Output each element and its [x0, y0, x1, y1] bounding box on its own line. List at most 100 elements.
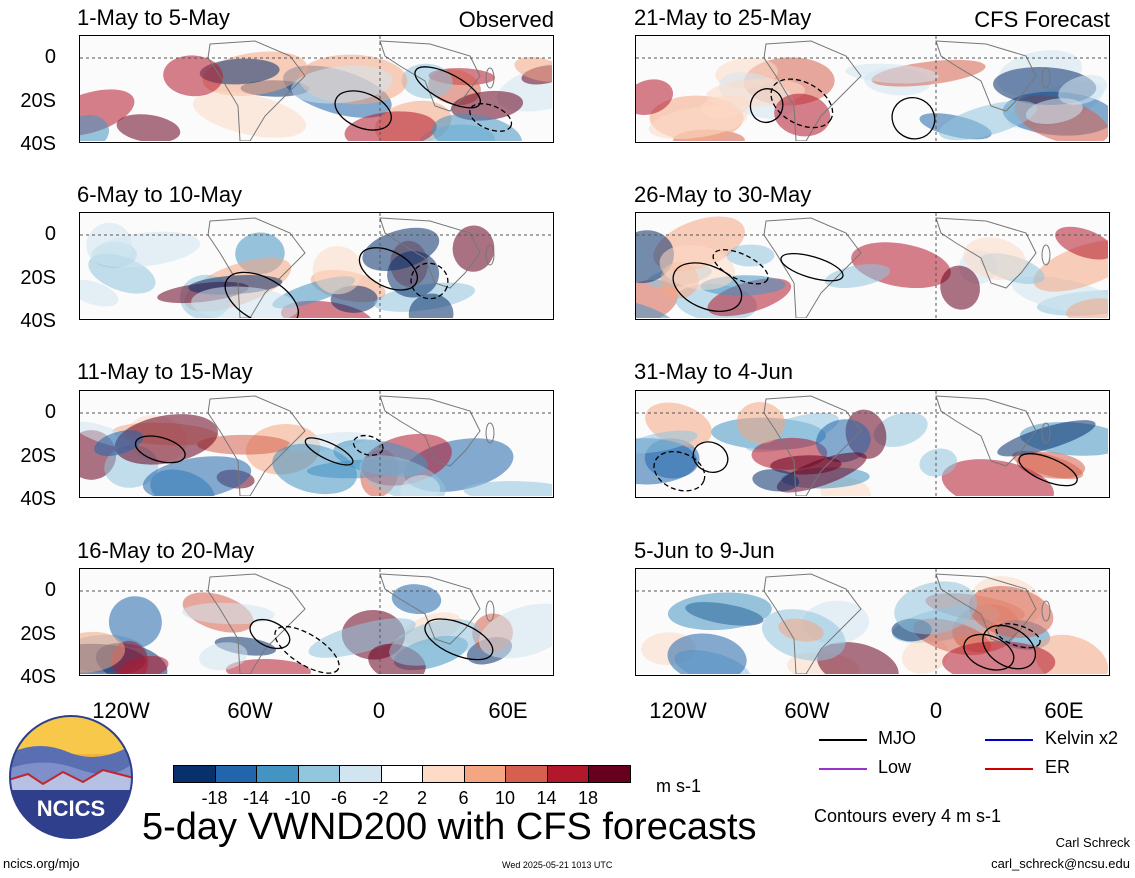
panel-title: 16-May to 20-May: [77, 538, 255, 563]
mjo-contour: [274, 625, 340, 674]
south-america-outline: [207, 217, 306, 318]
map-panel-1: [79, 35, 554, 143]
anomaly-blob: [400, 475, 441, 496]
map-panel-7: [635, 390, 1110, 498]
anomaly-blob: [873, 412, 928, 447]
colorbar-label: 14: [536, 788, 557, 808]
anomaly-blob: [1012, 450, 1084, 480]
africa-outline: [935, 40, 1037, 112]
anomaly-blob: [119, 655, 169, 674]
ncics-logo: NCICS: [8, 714, 134, 840]
anomaly-blob: [344, 111, 437, 141]
anomaly-blob: [1034, 634, 1108, 674]
author-email: carl_schreck@ncsu.edu: [991, 856, 1130, 871]
y-tick-label: 0: [44, 46, 56, 68]
colorbar-swatch: [339, 765, 382, 783]
anomaly-blob: [963, 237, 1027, 280]
anomaly-blob: [636, 438, 698, 485]
mjo-contour: [891, 96, 936, 140]
colorbar-swatch: [546, 765, 589, 783]
panel-title: 31-May to 4-Jun: [634, 359, 793, 384]
colorbar-swatch: [422, 765, 465, 783]
anomaly-blob: [700, 95, 750, 118]
footer-timestamp: Wed 2025-05-21 1013 UTC: [502, 860, 613, 870]
anomaly-blob: [80, 89, 135, 137]
main-title: 5-day VWND200 with CFS forecasts: [142, 806, 757, 848]
anomaly-blob: [770, 455, 842, 475]
anomaly-blob: [774, 93, 831, 137]
colorbar-label: -2: [372, 788, 389, 808]
colorbar-label: -18: [201, 788, 228, 808]
x-tick-label: 60W: [784, 698, 830, 723]
mjo-contour: [749, 88, 784, 124]
contours-note: Contours every 4 m s-1: [814, 806, 1002, 826]
y-tick-label: 40S: [20, 133, 56, 155]
anomaly-blob: [1066, 298, 1108, 318]
panel-title: 1-May to 5-May: [77, 5, 230, 30]
anomaly-blob: [940, 265, 981, 310]
panel-title: 5-Jun to 9-Jun: [634, 538, 775, 563]
y-tick-label: 20S: [20, 445, 56, 467]
madagascar-outline: [1041, 244, 1051, 266]
anomaly-blob: [163, 55, 224, 97]
x-tick-label: 0: [929, 698, 943, 723]
anomaly-blob: [816, 419, 871, 463]
anomaly-blob: [942, 641, 1056, 674]
anomaly-blob: [80, 279, 119, 307]
anomaly-blob: [1033, 239, 1108, 292]
anomaly-blob: [919, 448, 958, 477]
anomaly-blob: [667, 592, 772, 631]
anomaly-blob: [199, 642, 248, 671]
anomaly-blob: [142, 456, 252, 496]
anomaly-blob: [736, 402, 785, 444]
y-tick-label: 20S: [20, 90, 56, 112]
colorbar-label: -14: [242, 788, 270, 808]
panel-title: 6-May to 10-May: [77, 182, 243, 207]
anomaly-blob: [1025, 98, 1083, 125]
anomaly-blob: [431, 113, 522, 141]
y-tick-label: 40S: [20, 488, 56, 510]
y-tick-label: 0: [44, 579, 56, 601]
anomaly-blob: [726, 244, 775, 267]
legend-mjo-line: [819, 739, 867, 741]
mjo-contour: [358, 247, 418, 291]
mjo-contour: [352, 434, 384, 456]
mjo-contour: [692, 441, 729, 473]
legend-kelvin-line: [985, 739, 1033, 741]
mjo-contour: [780, 252, 844, 282]
y-tick-label: 0: [44, 223, 56, 245]
logo-text: NCICS: [37, 796, 105, 821]
anomaly-blob: [408, 293, 454, 318]
anomaly-blob: [362, 227, 440, 271]
y-tick-label: 40S: [20, 666, 56, 688]
colorbar-label: 2: [416, 788, 428, 808]
colorbar-swatch: [173, 765, 216, 783]
legend-er-label: ER: [1045, 757, 1071, 777]
mjo-contour: [414, 66, 481, 109]
colorbar-unit: m s-1: [656, 776, 701, 796]
anomaly-blob: [94, 430, 144, 456]
anomaly-blob: [463, 481, 552, 496]
madagascar-outline: [1041, 422, 1051, 444]
anomaly-blob: [845, 63, 939, 84]
south-america-outline: [763, 573, 862, 674]
y-tick-label: 40S: [20, 310, 56, 332]
colorbar-label: 10: [494, 788, 516, 808]
anomaly-blob: [636, 230, 674, 284]
anomaly-blob: [938, 100, 1038, 141]
mjo-contour: [963, 633, 1015, 671]
colorbar-swatch: [505, 765, 548, 783]
panel-title: 21-May to 25-May: [634, 5, 812, 30]
colorbar-label: -10: [284, 788, 311, 808]
y-tick-label: 20S: [20, 623, 56, 645]
anomaly-blob: [181, 602, 275, 625]
mjo-contour: [424, 618, 494, 661]
madagascar-outline: [485, 67, 495, 89]
africa-outline: [379, 573, 481, 645]
panel-title: 11-May to 15-May: [77, 359, 253, 384]
y-tick-label: 0: [44, 401, 56, 423]
south-america-outline: [763, 217, 862, 318]
mjo-contour: [672, 262, 743, 312]
colorbar-swatch: [297, 765, 340, 783]
colorbar-swatch: [463, 765, 506, 783]
